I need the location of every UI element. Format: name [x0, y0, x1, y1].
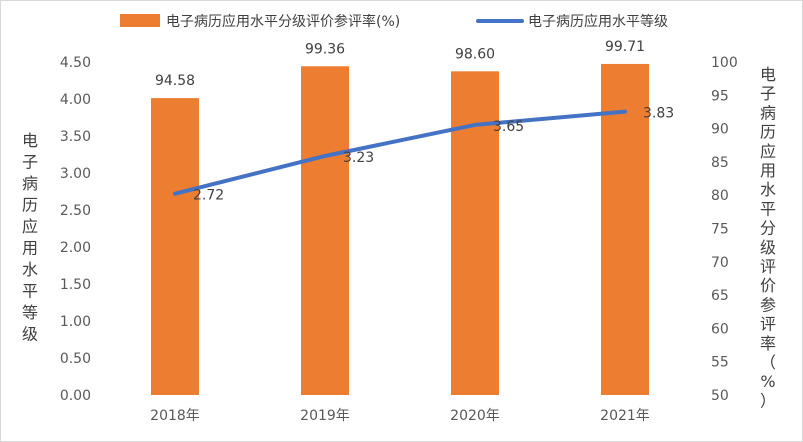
bar-2020年	[451, 71, 499, 395]
x-tick-label: 2019年	[300, 408, 350, 424]
right-y-tick-label: 95	[711, 88, 729, 104]
bar-label: 99.36	[305, 41, 345, 57]
left-y-tick-label: 3.00	[60, 166, 91, 182]
x-tick-label: 2018年	[150, 408, 200, 424]
line-path	[173, 109, 627, 196]
left-y-tick-label: 0.50	[60, 351, 91, 367]
x-axis-ticks: 2018年 2019年 2020年 2021年	[150, 408, 650, 424]
bar-2021年	[601, 63, 649, 396]
left-y-tick-label: 1.00	[60, 314, 91, 330]
bar-data-labels: 94.58 99.36 98.60 99.71	[155, 39, 645, 89]
left-y-axis-ticks: 0.00 0.50 1.00 1.50 2.00 2.50 3.00 3.50 4.00 4.50	[60, 55, 91, 404]
line-label: 3.65	[493, 119, 524, 135]
line-label: 3.83	[643, 106, 674, 122]
bar-label: 99.71	[605, 39, 645, 55]
line-label: 2.72	[193, 188, 224, 204]
right-y-tick-label: 65	[711, 288, 729, 304]
right-y-axis-title: 电子病历应用水平分级评价参评率（%）	[760, 65, 776, 410]
bar-label: 94.58	[155, 73, 195, 89]
left-y-axis-title: 电子病历应用水平等级	[22, 131, 38, 344]
right-y-tick-label: 100	[711, 55, 738, 71]
right-y-axis-ticks: 50 55 60 65 70 75 80 85 90 95 100	[711, 55, 738, 404]
x-tick-label: 2021年	[600, 408, 650, 424]
line-data-labels: 2.72 3.23 3.65 3.83	[193, 106, 674, 204]
bar-2018年	[151, 98, 199, 395]
legend-bar-swatch	[120, 14, 160, 27]
x-tick-label: 2020年	[450, 408, 500, 424]
right-y-tick-label: 50	[711, 388, 729, 404]
line-series	[173, 109, 627, 196]
bar-series	[151, 63, 649, 396]
right-y-tick-label: 75	[711, 222, 729, 238]
right-y-tick-label: 60	[711, 321, 729, 337]
legend-bar-label: 电子病历应用水平分级评价参评率(%)	[166, 13, 400, 30]
right-y-tick-label: 70	[711, 255, 729, 271]
left-y-tick-label: 4.00	[60, 92, 91, 108]
left-y-tick-label: 2.50	[60, 203, 91, 219]
right-y-tick-label: 55	[711, 355, 729, 371]
left-y-tick-label: 0.00	[60, 388, 91, 404]
right-y-axis-title-text: 电子病历应用水平分级评价参评率（%）	[760, 65, 776, 410]
right-y-tick-label: 80	[711, 188, 729, 204]
legend: 电子病历应用水平分级评价参评率(%) 电子病历应用水平等级	[120, 13, 668, 30]
bar-label: 98.60	[455, 46, 495, 62]
left-y-tick-label: 1.50	[60, 277, 91, 293]
legend-line-label: 电子病历应用水平等级	[528, 13, 668, 30]
right-y-tick-label: 85	[711, 155, 729, 171]
line-label: 3.23	[343, 150, 374, 166]
right-y-tick-label: 90	[711, 122, 729, 138]
bar-2019年	[301, 66, 349, 396]
left-y-tick-label: 4.50	[60, 55, 91, 71]
left-y-tick-label: 2.00	[60, 240, 91, 256]
left-y-tick-label: 3.50	[60, 129, 91, 145]
left-y-axis-title-text: 电子病历应用水平等级	[22, 131, 38, 344]
